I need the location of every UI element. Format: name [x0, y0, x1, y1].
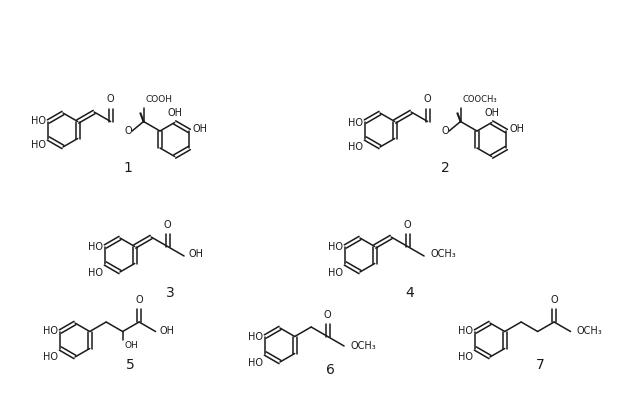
Text: HO: HO	[31, 116, 46, 127]
Text: OH: OH	[484, 108, 499, 118]
Text: O: O	[404, 220, 411, 229]
Text: HO: HO	[348, 118, 363, 129]
Text: OH: OH	[509, 124, 524, 134]
Text: HO: HO	[44, 326, 58, 337]
Text: 2: 2	[440, 161, 449, 175]
Text: OCH₃: OCH₃	[577, 326, 602, 337]
Text: OCH₃: OCH₃	[350, 341, 376, 351]
Text: 5: 5	[126, 358, 134, 372]
Text: O: O	[164, 220, 172, 229]
Text: HO: HO	[44, 353, 58, 362]
Text: OH: OH	[192, 124, 208, 134]
Text: COOCH₃: COOCH₃	[463, 94, 497, 104]
Text: HO: HO	[88, 241, 103, 252]
Text: HO: HO	[328, 268, 343, 278]
Text: 3: 3	[165, 286, 174, 300]
Text: HO: HO	[458, 326, 473, 337]
Text: OH: OH	[167, 108, 182, 118]
Text: O: O	[124, 126, 132, 136]
Text: HO: HO	[88, 268, 103, 278]
Text: 4: 4	[406, 286, 414, 300]
Text: HO: HO	[248, 331, 263, 341]
Text: O: O	[424, 94, 432, 104]
Text: 1: 1	[124, 161, 132, 175]
Text: O: O	[135, 295, 143, 305]
Text: COOH: COOH	[146, 94, 172, 104]
Text: O: O	[550, 295, 558, 305]
Text: HO: HO	[348, 143, 363, 152]
Text: HO: HO	[248, 358, 263, 368]
Text: 7: 7	[536, 358, 544, 372]
Text: HO: HO	[31, 141, 46, 150]
Text: HO: HO	[328, 241, 343, 252]
Text: OCH₃: OCH₃	[430, 249, 456, 259]
Text: HO: HO	[458, 353, 473, 362]
Text: OH: OH	[159, 326, 175, 337]
Text: O: O	[441, 126, 449, 136]
Text: OH: OH	[124, 341, 138, 351]
Text: O: O	[107, 94, 114, 104]
Text: O: O	[324, 310, 332, 320]
Text: OH: OH	[188, 249, 203, 259]
Text: 6: 6	[325, 363, 335, 377]
